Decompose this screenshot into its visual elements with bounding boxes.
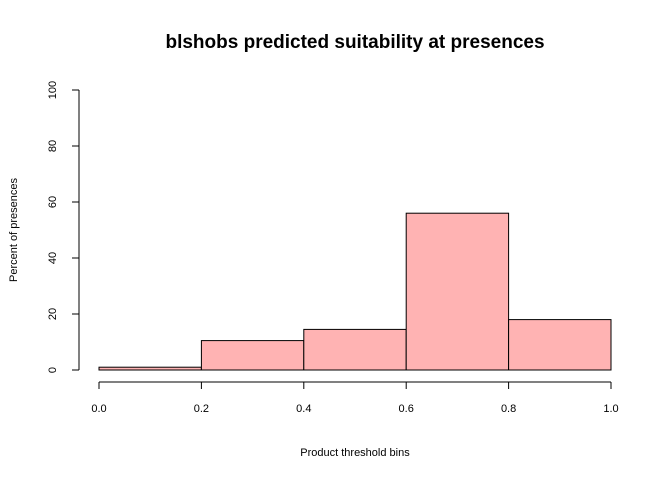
- x-axis: 0.0 0.2 0.4 0.6 0.8 1.0: [91, 381, 619, 415]
- y-axis: 0 20 40 60 80 100: [47, 81, 80, 373]
- x-tick-label: 0.4: [296, 403, 311, 415]
- x-axis-label: Product threshold bins: [300, 447, 410, 459]
- x-tick-label: 1.0: [603, 403, 618, 415]
- y-tick-label: 40: [47, 252, 59, 264]
- bars-group: [98, 212, 612, 371]
- y-tick-label: 80: [47, 140, 59, 152]
- y-axis-label: Percent of presences: [8, 178, 20, 282]
- histogram-bar-2: [303, 328, 407, 371]
- histogram-bar-3: [405, 212, 510, 371]
- histogram-bar-0: [98, 366, 202, 371]
- y-tick-label: 0: [47, 367, 59, 373]
- y-tick-label: 20: [47, 308, 59, 320]
- x-tick-label: 0.8: [501, 403, 516, 415]
- y-tick-label: 100: [47, 81, 59, 99]
- histogram-bar-1: [200, 340, 305, 371]
- x-tick-label: 0.2: [194, 403, 209, 415]
- histogram-bar-4: [508, 319, 612, 371]
- x-tick-label: 0.0: [91, 403, 106, 415]
- chart-title: blshobs predicted suitability at presenc…: [165, 32, 544, 53]
- x-tick-label: 0.6: [399, 403, 414, 415]
- y-tick-label: 60: [47, 196, 59, 208]
